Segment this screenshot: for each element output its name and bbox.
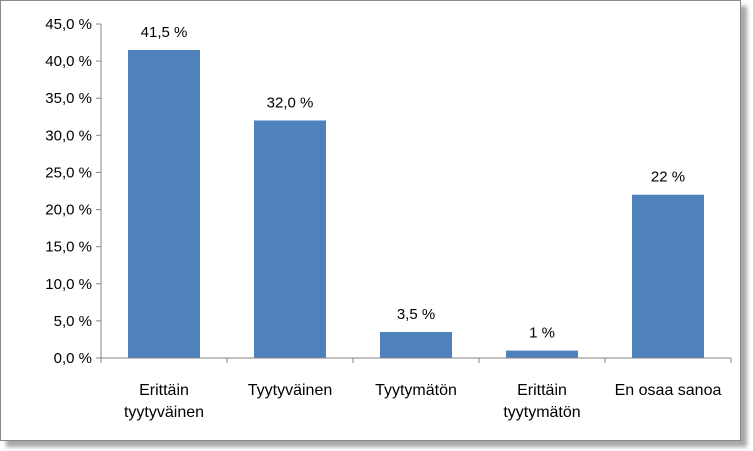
bar [254, 120, 326, 358]
x-category-label: tyytyväinen [124, 404, 204, 421]
x-category-label: Tyytymätön [375, 382, 457, 399]
y-tick-label: 0,0 % [54, 350, 92, 367]
bar [128, 49, 200, 358]
bar [380, 332, 452, 358]
y-axis: 0,0 % 5,0 % 10,0 % 15,0 % 20,0 % 25,0 % 30,0 %… [45, 16, 102, 367]
x-category-label: Erittäin [517, 382, 567, 399]
bar-data-label: 41,5 % [141, 24, 188, 41]
x-axis: Erittäin tyytyväinen Tyytyväinen Tyytymätön… [100, 357, 732, 421]
y-tick-label: 40,0 % [45, 53, 92, 70]
y-tick-label: 30,0 % [45, 127, 92, 144]
bar [506, 350, 578, 358]
y-tick-label: 20,0 % [45, 202, 92, 219]
y-tick-label: 5,0 % [54, 313, 92, 330]
y-tick-label: 25,0 % [45, 164, 92, 181]
bar-data-label: 32,0 % [267, 94, 314, 111]
y-tick-label: 10,0 % [45, 276, 92, 293]
y-tick-label: 15,0 % [45, 239, 92, 256]
bars: 41,5 % 32,0 % 3,5 % 1 % 22 % [128, 24, 704, 358]
bar-data-label: 22 % [651, 169, 685, 186]
x-category-label: En osaa sanoa [615, 382, 722, 399]
y-tick-label: 35,0 % [45, 90, 92, 107]
y-tick-label: 45,0 % [45, 16, 92, 33]
bar [632, 194, 704, 358]
bar-data-label: 1 % [529, 325, 555, 342]
x-category-label: Erittäin [139, 382, 189, 399]
chart-frame [0, 0, 741, 441]
x-category-label: Tyytyväinen [248, 382, 332, 399]
x-category-label: tyytymätön [503, 404, 580, 421]
bar-data-label: 3,5 % [397, 306, 435, 323]
